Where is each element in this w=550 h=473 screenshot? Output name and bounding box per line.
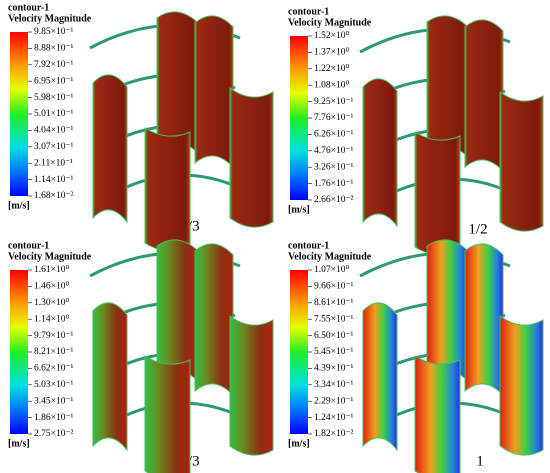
colorbar bbox=[10, 270, 28, 434]
colorbar-label: 1.24×10⁻¹ bbox=[314, 413, 353, 423]
colorbar-label: 9.85×10⁻¹ bbox=[34, 27, 73, 37]
colorbar-label: 5.98×10⁻¹ bbox=[34, 93, 73, 103]
turbine bbox=[89, 239, 274, 473]
legend-quantity: Velocity Magnitude bbox=[288, 251, 372, 262]
colorbar-label: 2.29×10⁻¹ bbox=[314, 396, 353, 406]
legend-unit: [m/s] bbox=[8, 438, 30, 449]
colorbar-label: 5.01×10⁻¹ bbox=[34, 109, 73, 119]
blade bbox=[426, 239, 468, 382]
blade bbox=[362, 302, 398, 452]
colorbar-label: 6.95×10⁻¹ bbox=[34, 76, 73, 86]
colorbar-label: 8.61×10⁻¹ bbox=[314, 298, 353, 308]
turbine bbox=[89, 11, 274, 252]
colorbar-label: 8.21×10⁻¹ bbox=[34, 347, 73, 357]
legend-unit: [m/s] bbox=[8, 200, 30, 211]
blade bbox=[156, 239, 198, 382]
blade bbox=[229, 315, 274, 456]
legend-title: contour-1 bbox=[288, 240, 329, 251]
colorbar-label: 1.08×10⁰ bbox=[314, 79, 349, 90]
colorbar bbox=[290, 270, 308, 434]
colorbar-label: 5.45×10⁻¹ bbox=[314, 347, 353, 357]
colorbar-label: 5.03×10⁻¹ bbox=[34, 380, 73, 390]
turbine bbox=[359, 239, 544, 473]
colorbar-label: 2.75×10⁻² bbox=[34, 429, 73, 439]
blade bbox=[194, 15, 234, 169]
colorbar-label: 4.39×10⁻¹ bbox=[314, 364, 353, 374]
colorbar-label: 1.68×10⁻² bbox=[34, 191, 73, 201]
colorbar-label: 2.11×10⁻¹ bbox=[34, 158, 73, 168]
colorbar-label: 2.66×10⁻² bbox=[314, 195, 353, 205]
blade bbox=[92, 302, 128, 452]
blade bbox=[426, 15, 468, 158]
legend-quantity: Velocity Magnitude bbox=[8, 251, 92, 262]
blade bbox=[499, 91, 544, 232]
blade bbox=[194, 243, 234, 397]
colorbar-label: 1.30×10⁰ bbox=[34, 297, 69, 308]
colorbar-label: 7.55×10⁻¹ bbox=[314, 314, 353, 324]
legend-unit: [m/s] bbox=[288, 438, 310, 449]
colorbar-label: 1.82×10⁻² bbox=[314, 429, 353, 439]
colorbar-label: 1.61×10⁰ bbox=[34, 264, 69, 275]
blade bbox=[499, 315, 544, 456]
colorbar-label: 9.79×10⁻¹ bbox=[34, 331, 73, 341]
colorbar bbox=[290, 36, 308, 200]
blade bbox=[362, 78, 398, 228]
colorbar-label: 7.92×10⁻¹ bbox=[34, 60, 73, 70]
legend-title: contour-1 bbox=[8, 240, 49, 251]
colorbar-label: 1.07×10⁰ bbox=[314, 264, 349, 275]
colorbar-label: 9.66×10⁻¹ bbox=[314, 282, 353, 292]
colorbar-label: 1.46×10⁰ bbox=[34, 281, 69, 292]
legend-quantity: Velocity Magnitude bbox=[8, 13, 92, 24]
blade bbox=[229, 87, 274, 228]
colorbar-label: 9.25×10⁻¹ bbox=[314, 97, 353, 107]
colorbar-label: 4.04×10⁻¹ bbox=[34, 126, 73, 136]
colorbar-label: 6.50×10⁻¹ bbox=[314, 331, 353, 341]
blade bbox=[92, 74, 128, 224]
legend-title: contour-1 bbox=[288, 6, 329, 17]
caption: 1/2 bbox=[468, 221, 487, 237]
legend-quantity: Velocity Magnitude bbox=[288, 17, 372, 28]
colorbar-label: 7.76×10⁻¹ bbox=[314, 113, 353, 123]
colorbar-label: 3.34×10⁻¹ bbox=[314, 380, 353, 390]
legend-unit: [m/s] bbox=[288, 204, 310, 215]
colorbar-label: 1.14×10⁰ bbox=[34, 313, 69, 324]
colorbar-label: 4.76×10⁻¹ bbox=[314, 146, 353, 156]
caption: 1 bbox=[476, 453, 484, 469]
colorbar-label: 6.26×10⁻¹ bbox=[314, 130, 353, 140]
colorbar-label: 8.88×10⁻¹ bbox=[34, 44, 73, 54]
colorbar-label: 1.86×10⁻¹ bbox=[34, 413, 73, 423]
blade bbox=[464, 19, 504, 173]
colorbar-label: 3.07×10⁻¹ bbox=[34, 142, 73, 152]
blade bbox=[464, 243, 504, 397]
colorbar-label: 1.37×10⁰ bbox=[314, 47, 349, 58]
legend-title: contour-1 bbox=[8, 2, 49, 13]
blade bbox=[414, 355, 461, 473]
colorbar-label: 1.22×10⁰ bbox=[314, 63, 349, 74]
colorbar-label: 1.52×10⁰ bbox=[314, 30, 349, 41]
blade bbox=[414, 131, 461, 256]
turbine bbox=[359, 15, 544, 256]
blade bbox=[144, 355, 191, 473]
blade bbox=[144, 127, 191, 252]
colorbar bbox=[10, 32, 28, 196]
colorbar-label: 1.14×10⁻¹ bbox=[34, 175, 73, 185]
colorbar-label: 6.62×10⁻¹ bbox=[34, 364, 73, 374]
colorbar-label: 3.45×10⁻¹ bbox=[34, 396, 73, 406]
colorbar-label: 3.26×10⁻¹ bbox=[314, 162, 353, 172]
colorbar-label: 1.76×10⁻¹ bbox=[314, 179, 353, 189]
blade bbox=[156, 11, 198, 154]
